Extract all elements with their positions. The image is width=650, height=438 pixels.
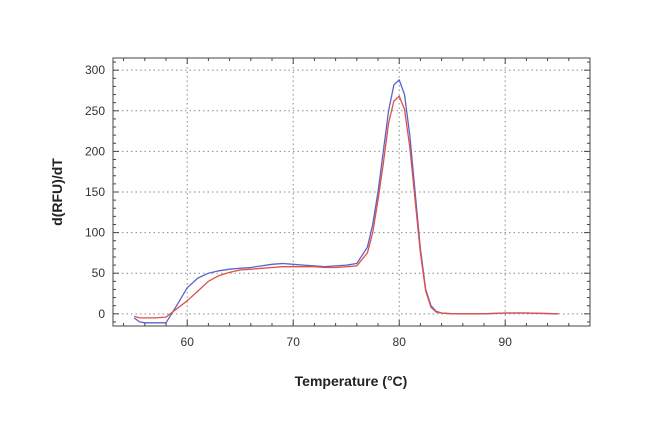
series-layer <box>133 79 559 324</box>
y-tick-label: 300 <box>85 63 105 77</box>
x-tick-label: 90 <box>499 335 513 349</box>
y-tick-label: 100 <box>85 226 105 240</box>
x-tick-label: 60 <box>181 335 195 349</box>
y-tick-label: 200 <box>85 144 105 158</box>
y-tick-label: 50 <box>92 266 106 280</box>
series-line-red <box>134 95 559 319</box>
axis-ticks: 60 70 80 90 0 50 100 150 200 250 300 <box>85 58 591 349</box>
grid-lines <box>113 58 590 326</box>
y-tick-label: 0 <box>98 307 105 321</box>
x-tick-label: 80 <box>393 335 407 349</box>
x-tick-label: 70 <box>287 335 301 349</box>
y-tick-label: 150 <box>85 185 105 199</box>
y-axis-title: d(RFU)/dT <box>49 158 65 226</box>
y-tick-label: 250 <box>85 104 105 118</box>
x-axis-title: Temperature (°C) <box>295 373 408 389</box>
series-line-blue <box>133 79 559 324</box>
